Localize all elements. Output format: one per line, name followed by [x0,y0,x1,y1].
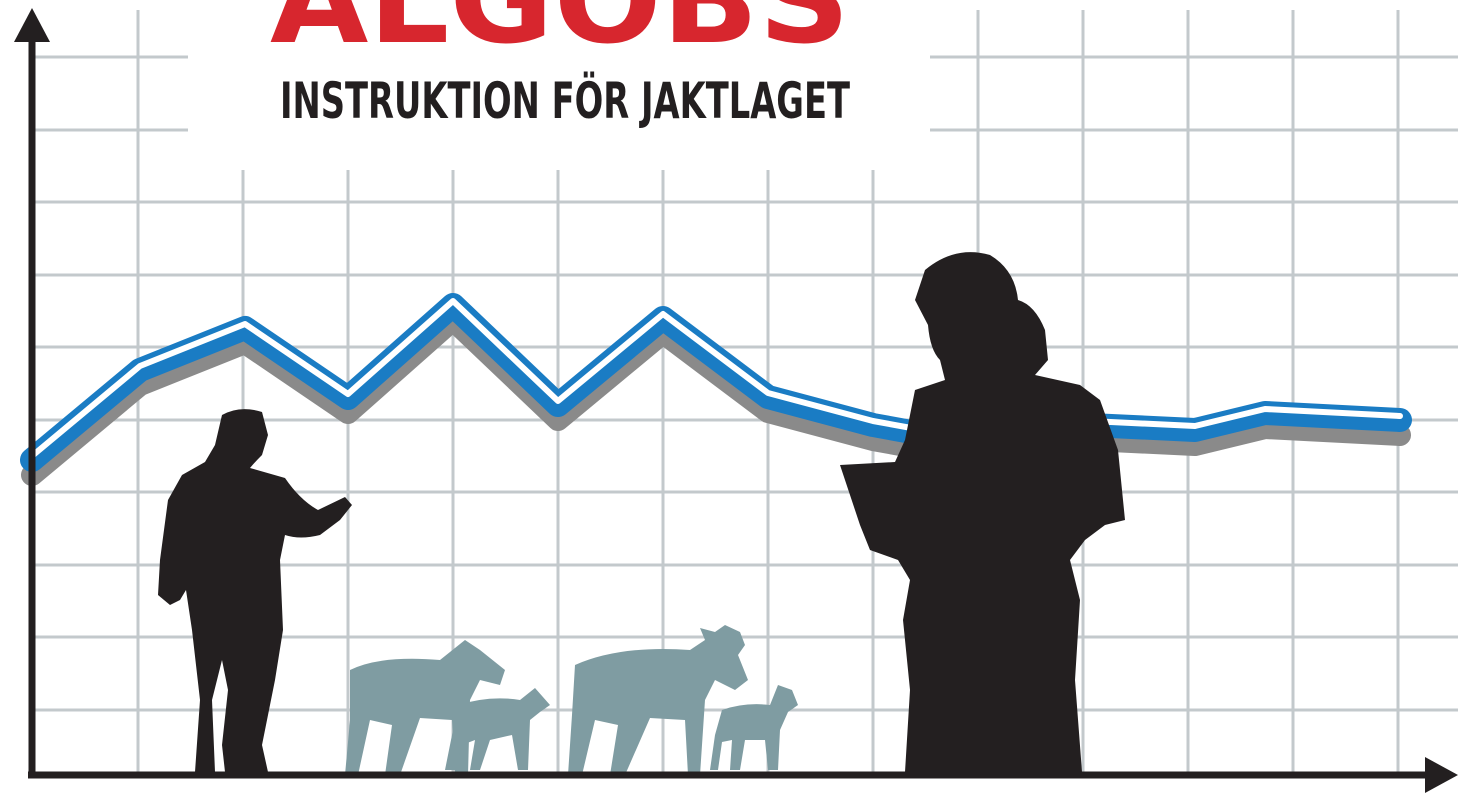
title: ÄLGOBS [270,0,850,71]
moose-calf [445,688,550,770]
trend-line [20,293,1412,486]
moose-group [345,625,798,775]
subtitle: INSTRUKTION FÖR JAKTLAGET [280,71,850,130]
observer-silhouette [840,252,1125,773]
moose-calf [710,685,798,770]
axes [14,8,1458,793]
moose-bull [568,625,748,775]
title-block: ÄLGOBS INSTRUKTION FÖR JAKTLAGET [270,0,850,130]
hunter-silhouette [158,409,352,772]
